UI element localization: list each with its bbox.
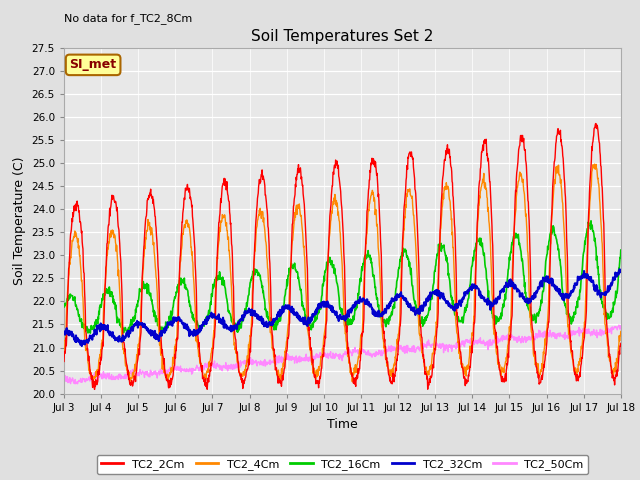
Legend: TC2_2Cm, TC2_4Cm, TC2_16Cm, TC2_32Cm, TC2_50Cm: TC2_2Cm, TC2_4Cm, TC2_16Cm, TC2_32Cm, TC…	[97, 455, 588, 474]
Y-axis label: Soil Temperature (C): Soil Temperature (C)	[13, 156, 26, 285]
X-axis label: Time: Time	[327, 418, 358, 431]
Text: SI_met: SI_met	[70, 59, 116, 72]
Text: No data for f_TC2_8Cm: No data for f_TC2_8Cm	[64, 13, 192, 24]
Title: Soil Temperatures Set 2: Soil Temperatures Set 2	[252, 29, 433, 44]
